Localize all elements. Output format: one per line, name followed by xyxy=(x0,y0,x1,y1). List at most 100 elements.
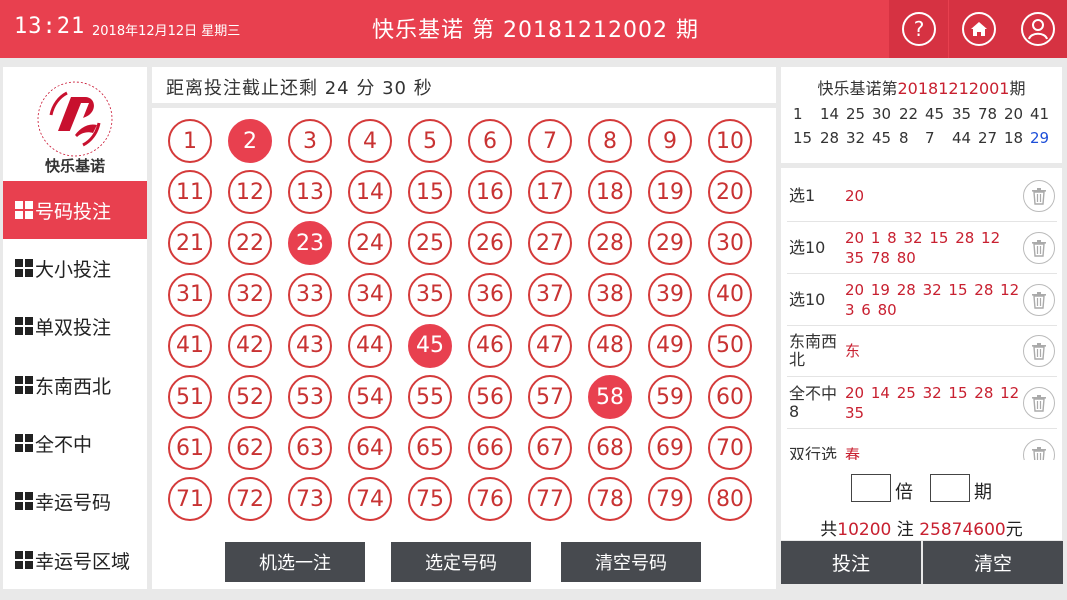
number-ball[interactable]: 59 xyxy=(648,375,692,419)
number-ball[interactable]: 62 xyxy=(228,426,272,471)
number-ball[interactable]: 47 xyxy=(528,323,572,368)
number-ball[interactable]: 8 xyxy=(588,119,632,163)
number-ball[interactable]: 58 xyxy=(588,375,632,419)
number-ball[interactable]: 76 xyxy=(468,477,512,522)
delete-bet-button[interactable] xyxy=(1023,232,1055,264)
number-ball[interactable]: 31 xyxy=(168,272,212,317)
number-ball[interactable]: 38 xyxy=(588,272,632,317)
number-ball[interactable]: 77 xyxy=(528,477,572,522)
number-ball[interactable]: 66 xyxy=(468,426,512,471)
number-ball[interactable]: 37 xyxy=(528,272,572,317)
number-ball[interactable]: 30 xyxy=(708,221,752,266)
number-ball[interactable]: 4 xyxy=(348,119,392,163)
delete-bet-button[interactable] xyxy=(1023,439,1055,460)
number-ball[interactable]: 68 xyxy=(588,426,632,471)
number-ball[interactable]: 3 xyxy=(288,119,332,163)
number-ball[interactable]: 45 xyxy=(408,323,452,368)
sidebar-item-direction[interactable]: 东南西北 xyxy=(3,356,147,414)
sidebar-item-lucky-number[interactable]: 幸运号码 xyxy=(3,472,147,530)
number-ball[interactable]: 57 xyxy=(528,375,572,419)
number-ball[interactable]: 69 xyxy=(648,426,692,471)
number-ball[interactable]: 32 xyxy=(228,272,272,317)
period-input[interactable] xyxy=(930,474,970,502)
number-ball[interactable]: 53 xyxy=(288,375,332,419)
number-ball[interactable]: 50 xyxy=(708,323,752,368)
number-ball[interactable]: 70 xyxy=(708,426,752,471)
number-ball[interactable]: 26 xyxy=(468,221,512,266)
delete-bet-button[interactable] xyxy=(1023,387,1055,419)
number-ball[interactable]: 35 xyxy=(408,272,452,317)
number-ball[interactable]: 44 xyxy=(348,323,392,368)
number-ball[interactable]: 64 xyxy=(348,426,392,471)
number-ball[interactable]: 65 xyxy=(408,426,452,471)
sidebar-item-big-small-bet[interactable]: 大小投注 xyxy=(3,239,147,297)
number-ball[interactable]: 49 xyxy=(648,323,692,368)
number-ball[interactable]: 60 xyxy=(708,375,752,419)
number-ball[interactable]: 56 xyxy=(468,375,512,419)
number-ball[interactable]: 46 xyxy=(468,323,512,368)
number-ball[interactable]: 40 xyxy=(708,272,752,317)
number-ball[interactable]: 43 xyxy=(288,323,332,368)
number-ball[interactable]: 36 xyxy=(468,272,512,317)
number-ball[interactable]: 41 xyxy=(168,323,212,368)
number-ball[interactable]: 63 xyxy=(288,426,332,471)
number-ball[interactable]: 18 xyxy=(588,170,632,215)
number-ball[interactable]: 54 xyxy=(348,375,392,419)
number-ball[interactable]: 6 xyxy=(468,119,512,163)
confirm-numbers-button[interactable]: 选定号码 xyxy=(391,542,531,582)
number-ball[interactable]: 7 xyxy=(528,119,572,163)
number-ball[interactable]: 9 xyxy=(648,119,692,163)
number-ball[interactable]: 16 xyxy=(468,170,512,215)
number-ball[interactable]: 24 xyxy=(348,221,392,266)
random-pick-button[interactable]: 机选一注 xyxy=(225,542,365,582)
number-ball[interactable]: 79 xyxy=(648,477,692,522)
number-ball[interactable]: 75 xyxy=(408,477,452,522)
number-ball[interactable]: 19 xyxy=(648,170,692,215)
clear-all-button[interactable]: 清空 xyxy=(923,541,1063,584)
number-ball[interactable]: 2 xyxy=(228,119,272,163)
home-button[interactable] xyxy=(949,0,1008,58)
clear-numbers-button[interactable]: 清空号码 xyxy=(561,542,701,582)
number-ball[interactable]: 15 xyxy=(408,170,452,215)
multiple-input[interactable] xyxy=(851,474,891,502)
delete-bet-button[interactable] xyxy=(1023,284,1055,316)
number-ball[interactable]: 27 xyxy=(528,221,572,266)
number-ball[interactable]: 33 xyxy=(288,272,332,317)
help-button[interactable]: ? xyxy=(889,0,948,58)
number-ball[interactable]: 72 xyxy=(228,477,272,522)
number-ball[interactable]: 48 xyxy=(588,323,632,368)
number-ball[interactable]: 10 xyxy=(708,119,752,163)
number-ball[interactable]: 21 xyxy=(168,221,212,266)
number-ball[interactable]: 12 xyxy=(228,170,272,215)
number-ball[interactable]: 52 xyxy=(228,375,272,419)
number-ball[interactable]: 25 xyxy=(408,221,452,266)
number-ball[interactable]: 71 xyxy=(168,477,212,522)
sidebar-item-odd-even-bet[interactable]: 单双投注 xyxy=(3,297,147,355)
number-ball[interactable]: 17 xyxy=(528,170,572,215)
number-ball[interactable]: 14 xyxy=(348,170,392,215)
sidebar-item-none-match[interactable]: 全不中 xyxy=(3,414,147,472)
delete-bet-button[interactable] xyxy=(1023,180,1055,212)
user-button[interactable] xyxy=(1008,0,1067,58)
number-ball[interactable]: 5 xyxy=(408,119,452,163)
number-ball[interactable]: 78 xyxy=(588,477,632,522)
delete-bet-button[interactable] xyxy=(1023,335,1055,367)
number-ball[interactable]: 67 xyxy=(528,426,572,471)
number-ball[interactable]: 22 xyxy=(228,221,272,266)
number-ball[interactable]: 39 xyxy=(648,272,692,317)
number-ball[interactable]: 61 xyxy=(168,426,212,471)
number-ball[interactable]: 28 xyxy=(588,221,632,266)
number-ball[interactable]: 29 xyxy=(648,221,692,266)
number-ball[interactable]: 42 xyxy=(228,323,272,368)
number-ball[interactable]: 55 xyxy=(408,375,452,419)
number-ball[interactable]: 20 xyxy=(708,170,752,215)
number-ball[interactable]: 73 xyxy=(288,477,332,522)
sidebar-item-number-bet[interactable]: 号码投注 xyxy=(3,181,147,239)
place-bet-button[interactable]: 投注 xyxy=(781,541,921,584)
number-ball[interactable]: 74 xyxy=(348,477,392,522)
sidebar-item-lucky-area[interactable]: 幸运号区域 xyxy=(3,531,147,589)
number-ball[interactable]: 80 xyxy=(708,477,752,522)
number-ball[interactable]: 1 xyxy=(168,119,212,163)
number-ball[interactable]: 34 xyxy=(348,272,392,317)
number-ball[interactable]: 11 xyxy=(168,170,212,215)
